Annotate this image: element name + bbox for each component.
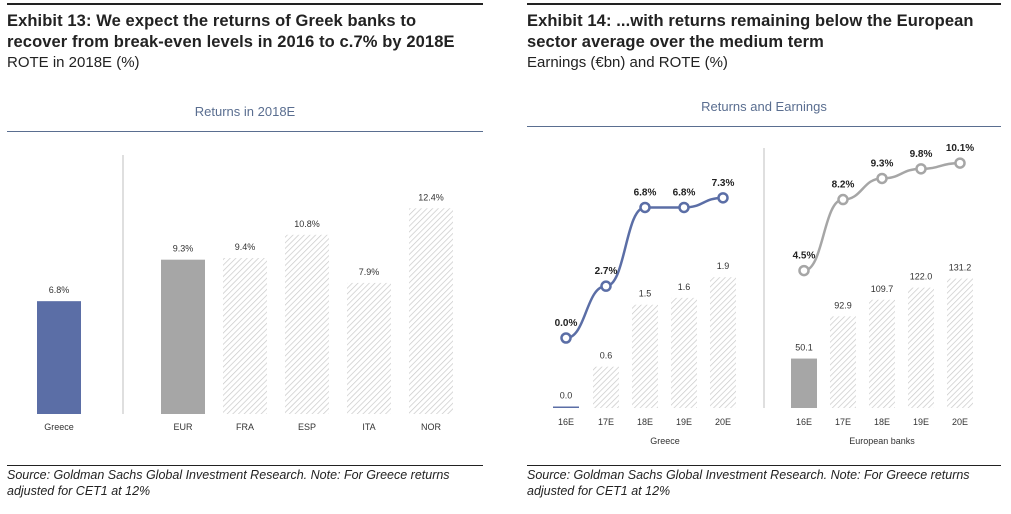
exhibit-13-source-line1: Source: Goldman Sachs Global Investment …: [7, 468, 450, 482]
bar-fra: [223, 258, 267, 414]
european-banks-earnings-label-19e: 122.0: [910, 272, 933, 282]
chart-2-header-rule: [527, 126, 1001, 127]
greece-tick-label-16e: 16E: [558, 417, 574, 427]
chart-1-title: Returns in 2018E: [194, 104, 296, 119]
greece-earnings-label-19e: 1.6: [678, 282, 691, 292]
exhibit-14-source-line2: adjusted for CET1 at 12%: [527, 484, 671, 498]
bar-eur: [161, 259, 205, 414]
bar-esp: [285, 234, 329, 414]
european-banks-rote-point-19e: [915, 163, 927, 175]
european-banks-earnings-bar-20e: [947, 278, 973, 408]
greece-tick-label-19e: 19E: [676, 417, 692, 427]
exhibit-14-title: Exhibit 14: ...with returns remaining be…: [527, 11, 974, 53]
european-banks-tick-label-20e: 20E: [952, 417, 968, 427]
greece-earnings-bar-18e: [632, 304, 658, 408]
greece-rote-point-19e: [678, 201, 690, 214]
data-label-eur: 9.3%: [173, 244, 194, 254]
greece-earnings-bar-16e: [553, 406, 579, 408]
exhibit-13-title: Exhibit 13: We expect the returns of Gre…: [7, 11, 455, 53]
exhibit-14-title-line2: sector average over the medium term: [527, 33, 824, 51]
greece-rote-label-20e: 7.3%: [712, 178, 735, 189]
european-banks-tick-label-16e: 16E: [796, 417, 812, 427]
european-banks-tick-label-19e: 19E: [913, 417, 929, 427]
exhibit-13-title-line2: recover from break-even levels in 2016 t…: [7, 33, 455, 51]
greece-tick-label-18e: 18E: [637, 417, 653, 427]
tick-label-eur: EUR: [173, 422, 193, 432]
greece-rote-point-17e: [600, 280, 612, 292]
greece-earnings-label-20e: 1.9: [717, 261, 730, 271]
top-rule: [7, 3, 483, 5]
exhibit-13-source-line2: adjusted for CET1 at 12%: [7, 484, 151, 498]
european-banks-group-label: European banks: [849, 436, 915, 446]
european-banks-earnings-bar-17e: [830, 316, 856, 408]
european-banks-rote-label-17e: 8.2%: [832, 180, 855, 191]
greece-earnings-bar-17e: [593, 366, 619, 408]
tick-label-greece: Greece: [44, 422, 74, 432]
top-rule: [527, 3, 1001, 5]
tick-label-ita: ITA: [362, 422, 375, 432]
data-label-fra: 9.4%: [235, 242, 256, 252]
bar-ita: [347, 282, 391, 414]
european-banks-earnings-label-18e: 109.7: [871, 284, 894, 294]
greece-rote-label-18e: 6.8%: [634, 187, 657, 198]
european-banks-earnings-label-20e: 131.2: [949, 263, 972, 273]
european-banks-earnings-label-17e: 92.9: [834, 300, 852, 310]
greece-tick-label-20e: 20E: [715, 417, 731, 427]
greece-rote-point-20e: [717, 192, 729, 204]
european-banks-rote-label-16e: 4.5%: [793, 251, 816, 262]
european-banks-rote-point-17e: [837, 193, 849, 206]
european-banks-rote-label-18e: 9.3%: [871, 158, 894, 169]
exhibit-14-title-line1: Exhibit 14: ...with returns remaining be…: [527, 12, 974, 30]
european-banks-tick-label-17e: 17E: [835, 417, 851, 427]
european-banks-rote-point-18e: [876, 172, 888, 185]
exhibit-13-subtitle: ROTE in 2018E (%): [7, 54, 140, 71]
greece-group-label: Greece: [650, 436, 680, 446]
exhibit-14-source: Source: Goldman Sachs Global Investment …: [527, 465, 1001, 499]
greece-rote-point-16e: [560, 332, 572, 344]
greece-earnings-bar-20e: [710, 277, 736, 408]
chart-1-svg: 6.8% Greece 9.3% EUR 9.4% FRA 10.8% ESP 7.9% ITA 1…: [37, 155, 453, 432]
greece-rote-label-17e: 2.7%: [595, 266, 618, 277]
bar-greece: [37, 301, 81, 414]
chart-2-title: Returns and Earnings: [701, 99, 827, 114]
greece-rote-point-18e: [639, 201, 651, 214]
exhibit-13-source: Source: Goldman Sachs Global Investment …: [7, 465, 483, 499]
european-banks-rote-point-20e: [954, 157, 966, 169]
data-label-nor: 12.4%: [418, 192, 444, 202]
chart-1-header-rule: [7, 131, 483, 132]
european-banks-earnings-bar-19e: [908, 287, 934, 408]
greece-earnings-label-18e: 1.5: [639, 289, 652, 299]
greece-earnings-label-17e: 0.6: [600, 351, 613, 361]
exhibit-14-source-line1: Source: Goldman Sachs Global Investment …: [527, 468, 970, 482]
bar-nor: [409, 208, 453, 414]
tick-label-esp: ESP: [298, 422, 316, 432]
greece-earnings-label-16e: 0.0: [560, 391, 573, 401]
european-banks-tick-label-18e: 18E: [874, 417, 890, 427]
greece-rote-label-16e: 0.0%: [555, 318, 578, 329]
greece-earnings-bar-19e: [671, 297, 697, 408]
greece-rote-label-19e: 6.8%: [673, 187, 696, 198]
european-banks-rote-point-16e: [798, 264, 810, 277]
data-label-greece: 6.8%: [49, 285, 70, 295]
greece-tick-label-17e: 17E: [598, 417, 614, 427]
european-banks-rote-label-19e: 9.8%: [910, 149, 933, 160]
greece-rote-line: [565, 196, 724, 340]
exhibit-13-title-line1: Exhibit 13: We expect the returns of Gre…: [7, 12, 417, 30]
exhibit-13-panel: Exhibit 13: We expect the returns of Gre…: [7, 0, 483, 514]
european-banks-earnings-bar-16e: [791, 358, 817, 408]
data-label-esp: 10.8%: [294, 219, 320, 229]
chart-2-svg: 0.0 16E 0.6 17E 1.5 18E 1.6 19E 1.9 20E 0.0% 2.7% 6.…: [553, 143, 974, 446]
exhibit-14-subtitle: Earnings (€bn) and ROTE (%): [527, 54, 728, 71]
tick-label-fra: FRA: [236, 422, 254, 432]
european-banks-earnings-label-16e: 50.1: [795, 343, 813, 353]
european-banks-earnings-bar-18e: [869, 299, 895, 408]
data-label-ita: 7.9%: [359, 267, 380, 277]
exhibit-14-panel: Exhibit 14: ...with returns remaining be…: [527, 0, 1001, 514]
tick-label-nor: NOR: [421, 422, 442, 432]
european-banks-rote-label-20e: 10.1%: [946, 143, 974, 154]
